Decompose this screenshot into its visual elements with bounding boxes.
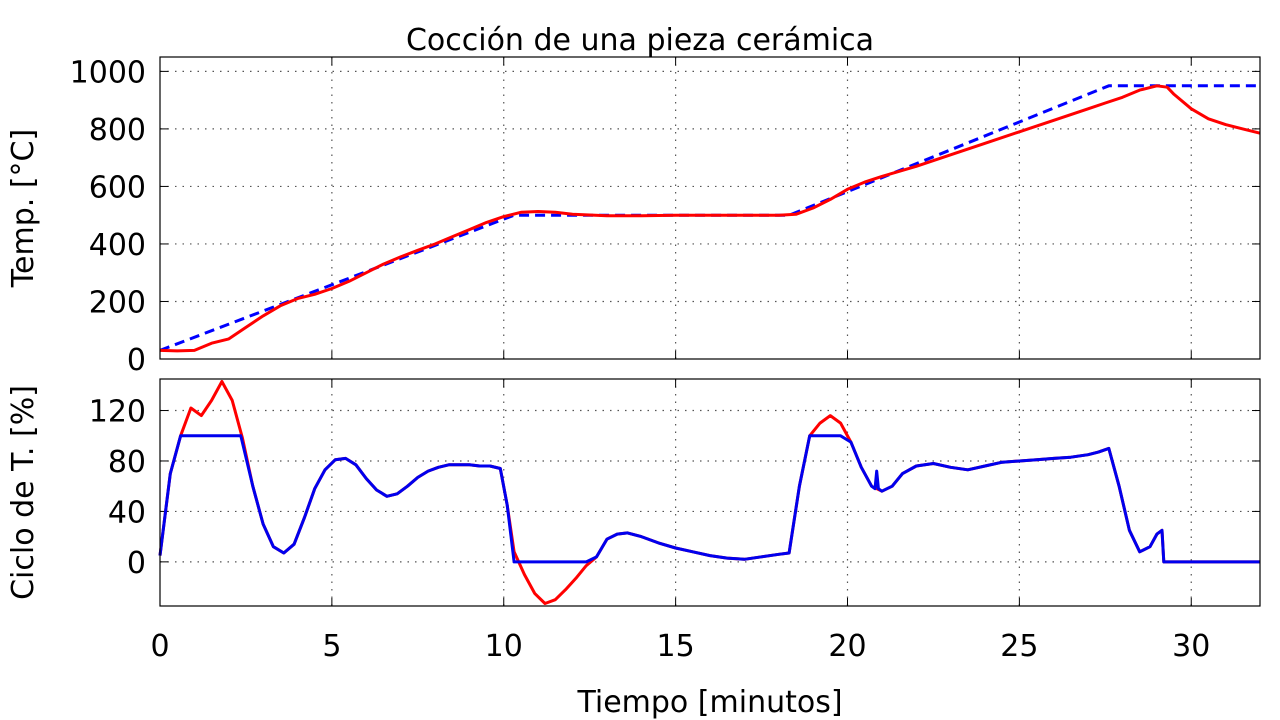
x-tick-label: 25 bbox=[1000, 629, 1038, 664]
y-tick-label: 0 bbox=[127, 343, 146, 378]
series-line-setpoint bbox=[159, 84, 1260, 352]
y-tick-label: 600 bbox=[89, 170, 146, 205]
y-tick-label: 120 bbox=[89, 395, 146, 430]
x-tick-label: 15 bbox=[657, 629, 695, 664]
duty-cycle-panel: 0 40 80 120 Ciclo de T. [%] 0 5 10 15 20 25 30 Tiemp… bbox=[6, 378, 1261, 720]
y-tick-label: 40 bbox=[108, 495, 146, 530]
y-tick-label: 1000 bbox=[70, 55, 146, 90]
y-tick-label: 800 bbox=[89, 113, 146, 148]
chart-title: Cocción de una pieza cerámica bbox=[406, 23, 874, 58]
x-tick-label: 10 bbox=[485, 629, 523, 664]
x-tick-label: 20 bbox=[828, 629, 866, 664]
y-tick-label: 400 bbox=[89, 228, 146, 263]
series-line-clipped bbox=[158, 434, 1260, 564]
y-axis-label: Ciclo de T. [%] bbox=[6, 385, 41, 600]
series-line-measured bbox=[159, 84, 1261, 353]
y-tick-label: 80 bbox=[108, 445, 146, 480]
x-tick-label: 30 bbox=[1172, 629, 1210, 664]
series-line-raw bbox=[158, 380, 1260, 605]
temperature-panel: 0 200 400 600 800 1000 Temp. [°C] bbox=[6, 55, 1261, 378]
plot-frame bbox=[159, 378, 1261, 607]
plot-frame bbox=[159, 56, 1261, 360]
x-tick-label: 5 bbox=[322, 629, 341, 664]
x-tick-label: 0 bbox=[150, 629, 169, 664]
y-tick-label: 0 bbox=[127, 546, 146, 581]
y-tick-label: 200 bbox=[89, 285, 146, 320]
x-axis-label: Tiempo [minutos] bbox=[576, 685, 842, 720]
y-axis-label: Temp. [°C] bbox=[6, 129, 41, 288]
